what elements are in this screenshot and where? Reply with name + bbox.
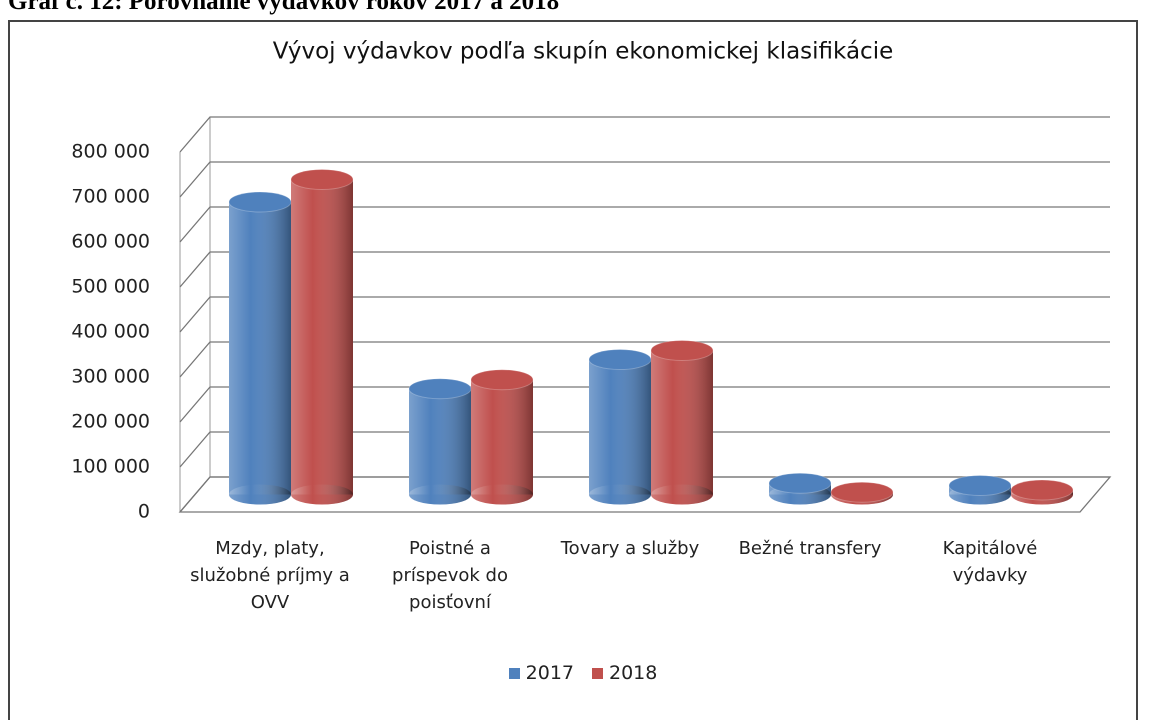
bar-shade: [229, 202, 291, 495]
bar-top: [650, 340, 714, 361]
floor: [178, 476, 1112, 513]
bar: [290, 169, 354, 505]
grid-line: [179, 206, 1110, 243]
y-tick-label: 500 000: [71, 276, 150, 298]
bar-top: [290, 169, 354, 190]
bar-top: [948, 475, 1012, 496]
y-tick-label: 100 000: [71, 456, 150, 478]
bar-bottom-shade: [229, 484, 291, 505]
x-tick-label: Bežné transfery: [738, 538, 882, 559]
legend-swatch: [592, 667, 603, 679]
legend: 2017 2018: [0, 662, 1166, 684]
y-tick-label: 800 000: [71, 141, 150, 163]
grid-line: [179, 386, 1110, 423]
heading: Graf č. 12: Porovnanie výdavkov rokov 20…: [8, 0, 560, 15]
bar: [948, 475, 1012, 505]
bar: [830, 481, 894, 505]
bar-shade: [651, 350, 713, 495]
y-tick-label: 700 000: [71, 186, 150, 208]
grid-line: [179, 431, 1110, 468]
bar-top: [830, 481, 894, 503]
bar-shade: [471, 379, 533, 495]
grid-line: [179, 341, 1110, 378]
grid-line: [179, 161, 1110, 198]
chart-title: Vývoj výdavkov podľa skupín ekonomickej …: [273, 39, 894, 65]
bar-bottom-shade: [651, 484, 713, 505]
grid-line: [179, 251, 1110, 288]
bar: [650, 340, 714, 505]
bar-shade: [291, 179, 353, 495]
x-tick-label: Mzdy, platy, služobné príjmy a OVV: [190, 538, 350, 613]
bar-top: [408, 378, 472, 400]
legend-label: 2017: [525, 662, 574, 684]
grid-line: [179, 296, 1110, 333]
bar: [408, 378, 472, 505]
bar: [228, 191, 292, 505]
bar-bottom-shade: [409, 484, 471, 505]
x-tick-label: Tovary a služby: [560, 538, 700, 559]
bar: [1010, 479, 1074, 505]
bar-top: [768, 472, 832, 494]
y-tick-label: 300 000: [71, 366, 150, 388]
x-tick-label: Poistné a príspevok do poisťovní: [392, 538, 508, 613]
legend-item: 2017: [508, 662, 574, 684]
y-tick-label: 200 000: [71, 411, 150, 433]
bar-top: [470, 369, 534, 391]
grid-line: [179, 116, 1110, 153]
y-tick-label: 400 000: [71, 321, 150, 343]
legend-item: 2018: [592, 662, 657, 684]
bar-bottom-shade: [589, 484, 651, 505]
y-tick-label: 0: [138, 501, 150, 523]
bar-top: [228, 191, 292, 213]
legend-label: 2018: [609, 662, 658, 684]
x-tick-label: Kapitálové výdavky: [942, 538, 1038, 586]
bar-shade: [589, 359, 651, 495]
bar-bottom-shade: [291, 484, 353, 505]
y-tick-label: 600 000: [71, 231, 150, 253]
bar-top: [1010, 479, 1074, 501]
bar-bottom-shade: [471, 484, 533, 505]
chart-frame: [8, 20, 1138, 720]
bar: [470, 369, 534, 505]
bar-shade: [409, 388, 471, 495]
bar-top: [588, 349, 652, 370]
bar: [588, 349, 652, 505]
bar: [768, 472, 832, 505]
legend-swatch: [508, 667, 520, 679]
